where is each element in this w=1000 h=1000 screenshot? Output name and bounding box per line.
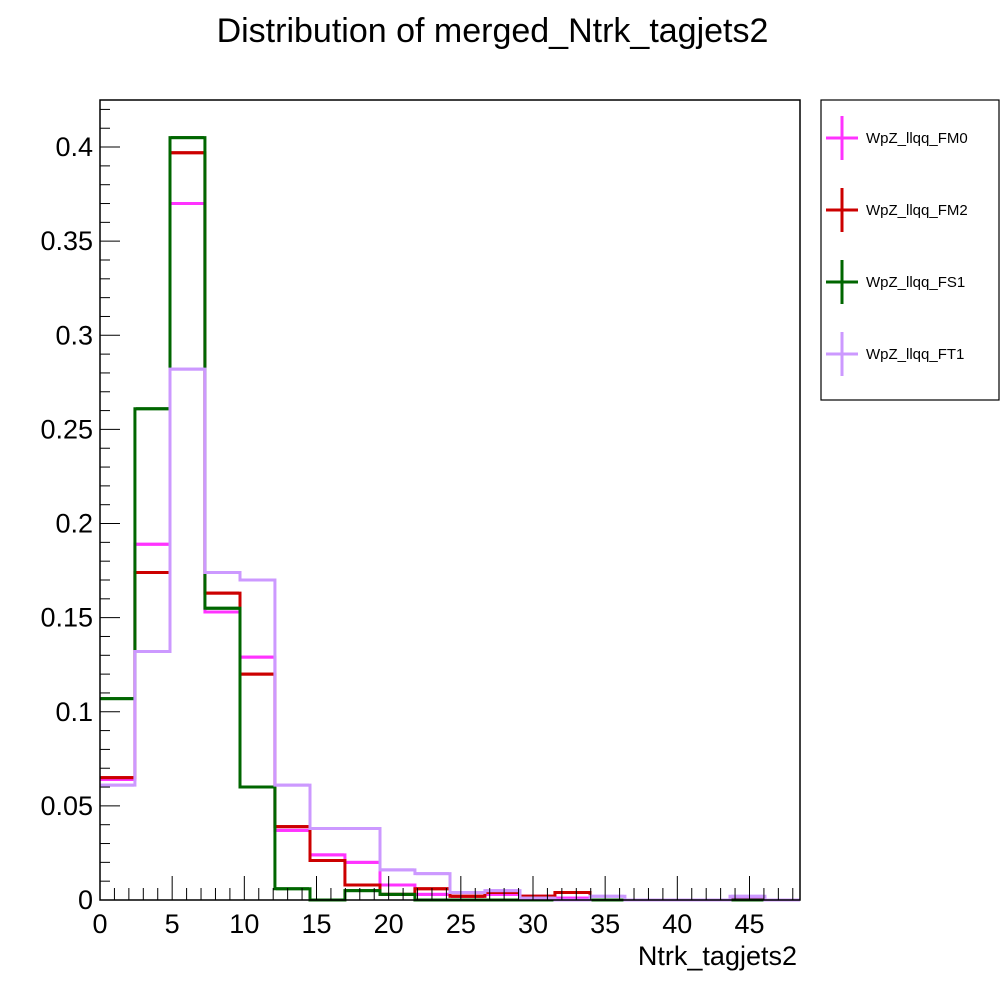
legend-item: WpZ_llqq_FM2 bbox=[826, 188, 968, 232]
legend-label: WpZ_llqq_FM2 bbox=[866, 202, 968, 219]
y-tick-label: 0.25 bbox=[40, 414, 93, 444]
x-tick-label: 10 bbox=[229, 909, 259, 939]
y-tick-label: 0 bbox=[78, 885, 93, 915]
y-tick-label: 0.4 bbox=[55, 132, 93, 162]
x-tick-label: 25 bbox=[446, 909, 476, 939]
legend-label: WpZ_llqq_FM0 bbox=[866, 130, 968, 147]
x-axis-title: Ntrk_tagjets2 bbox=[638, 941, 797, 971]
legend: WpZ_llqq_FM0 WpZ_llqq_FM2 WpZ_llqq_FS1 WpZ_… bbox=[820, 99, 1000, 401]
x-tick-label: 35 bbox=[590, 909, 620, 939]
y-axis: 0 0.05 0.1 0.15 0.2 0.25 0.3 0.35 0.4 bbox=[40, 108, 120, 915]
y-tick-label: 0.1 bbox=[55, 697, 93, 727]
x-tick-label: 40 bbox=[662, 909, 692, 939]
x-tick-label: 0 bbox=[92, 909, 107, 939]
legend-label: WpZ_llqq_FT1 bbox=[866, 346, 964, 363]
legend-entries: WpZ_llqq_FM0 WpZ_llqq_FM2 WpZ_llqq_FS1 WpZ_… bbox=[826, 116, 968, 376]
x-tick-label: 5 bbox=[165, 909, 180, 939]
legend-item: WpZ_llqq_FT1 bbox=[826, 332, 964, 376]
y-tick-label: 0.05 bbox=[40, 791, 93, 821]
legend-label: WpZ_llqq_FS1 bbox=[866, 274, 965, 291]
plot-frame bbox=[99, 99, 801, 901]
y-tick-label: 0.15 bbox=[40, 603, 93, 633]
plot-series bbox=[100, 136, 800, 902]
legend-item: WpZ_llqq_FM0 bbox=[826, 116, 968, 160]
x-tick-label: 45 bbox=[734, 909, 764, 939]
series-line bbox=[100, 367, 800, 902]
x-tick-label: 15 bbox=[301, 909, 331, 939]
x-tick-label: 30 bbox=[518, 909, 548, 939]
series-WpZ_llqq_FT1 bbox=[100, 367, 800, 902]
legend-item: WpZ_llqq_FS1 bbox=[826, 260, 965, 304]
y-tick-label: 0.2 bbox=[55, 509, 93, 539]
legend-box bbox=[820, 99, 1000, 401]
x-axis: 0 5 10 15 20 25 30 35 40 45 bbox=[92, 876, 794, 939]
y-tick-label: 0.35 bbox=[40, 226, 93, 256]
y-tick-label: 0.3 bbox=[55, 320, 93, 350]
chart-title: Distribution of merged_Ntrk_tagjets2 bbox=[216, 12, 769, 50]
x-tick-label: 20 bbox=[374, 909, 404, 939]
